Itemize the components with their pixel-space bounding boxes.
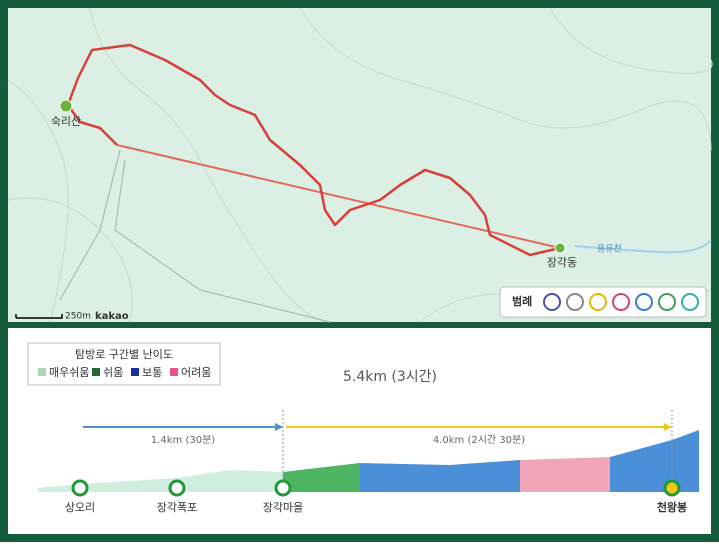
point-label: 장각마을 bbox=[263, 501, 303, 514]
difficulty-legend bbox=[27, 342, 221, 386]
ridge bbox=[59, 149, 331, 323]
route-direct bbox=[116, 144, 561, 249]
point-marker bbox=[168, 479, 186, 497]
village-label: 장각동 bbox=[547, 256, 577, 269]
peak-label: 숙리산 bbox=[51, 115, 81, 128]
icon[interactable] bbox=[681, 293, 699, 311]
village-marker bbox=[554, 242, 566, 254]
segment-label: 4.0km (2시간 30분) bbox=[433, 434, 525, 446]
stream-line bbox=[574, 239, 712, 254]
stream-label: 용유천 bbox=[597, 244, 622, 255]
map-legend-title: 범례 bbox=[512, 294, 532, 308]
peak-marker bbox=[59, 99, 73, 113]
elevation bbox=[38, 430, 699, 492]
level-label: 보통 bbox=[142, 366, 162, 379]
scale-label: 250m bbox=[65, 312, 91, 322]
level-label: 매우쉬움 bbox=[49, 366, 89, 379]
icon[interactable] bbox=[635, 293, 653, 311]
arrow-head bbox=[664, 423, 672, 431]
brand: kakao bbox=[95, 311, 129, 322]
icon[interactable] bbox=[543, 293, 561, 311]
level-swatch bbox=[92, 368, 100, 376]
route bbox=[66, 43, 561, 257]
level-swatch bbox=[131, 368, 139, 376]
point-marker bbox=[71, 479, 89, 497]
point-label: 천왕봉 bbox=[657, 500, 687, 514]
level-swatch bbox=[170, 368, 178, 376]
icon[interactable] bbox=[566, 293, 584, 311]
level-label: 어려움 bbox=[181, 366, 211, 379]
difficulty-title: 탐방로 구간별 난이도 bbox=[75, 348, 173, 361]
legend-icons bbox=[543, 293, 699, 311]
point-marker bbox=[663, 479, 681, 497]
level-swatch bbox=[38, 368, 46, 376]
level-label: 쉬움 bbox=[103, 366, 123, 379]
point-marker bbox=[274, 479, 292, 497]
total: 5.4km (3시간) bbox=[343, 369, 437, 385]
scale-bar bbox=[15, 314, 63, 319]
map bbox=[8, 8, 711, 322]
icon[interactable] bbox=[658, 293, 676, 311]
point-label: 장각폭포 bbox=[157, 501, 197, 514]
point-label: 상오리 bbox=[65, 501, 95, 514]
arrow-head bbox=[275, 423, 283, 431]
icon[interactable] bbox=[589, 293, 607, 311]
icon[interactable] bbox=[612, 293, 630, 311]
segment-label: 1.4km (30분) bbox=[151, 434, 215, 446]
